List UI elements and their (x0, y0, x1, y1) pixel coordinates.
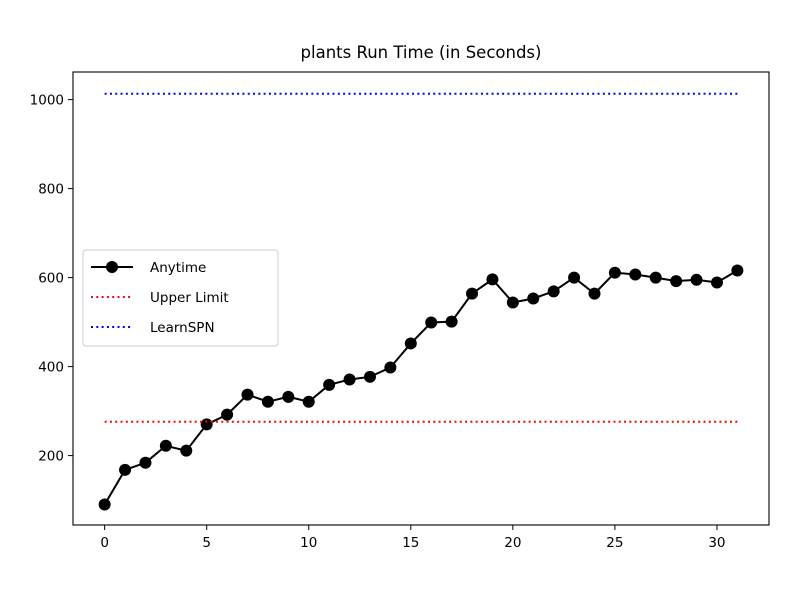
data-point (221, 408, 234, 421)
data-point (139, 456, 152, 469)
legend-box (82, 249, 279, 347)
chart-title: plants Run Time (in Seconds) (301, 43, 542, 62)
y-tick-label: 200 (38, 449, 64, 465)
legend-label: LearnSPN (150, 320, 215, 336)
y-tick-label: 800 (38, 182, 64, 198)
data-point (159, 439, 172, 452)
legend-label: Anytime (150, 260, 206, 276)
y-tick-label: 400 (38, 360, 64, 376)
data-point (690, 273, 703, 286)
data-point (384, 361, 397, 374)
data-point (731, 264, 744, 277)
data-point (506, 296, 519, 309)
y-axis: 200 400 600 800 1000 (30, 93, 73, 465)
data-point (649, 271, 662, 284)
x-tick-label: 25 (606, 535, 623, 551)
x-tick-label: 0 (100, 535, 109, 551)
series-layer (98, 92, 744, 511)
data-point (241, 388, 254, 401)
data-point (588, 287, 601, 300)
x-axis: 0 5 10 15 20 25 30 (100, 525, 726, 551)
legend: Anytime Upper Limit LearnSPN (82, 249, 279, 347)
data-point (282, 390, 295, 403)
y-tick-label: 600 (38, 271, 64, 287)
data-point (98, 498, 111, 511)
data-point (608, 266, 621, 279)
data-point (466, 287, 479, 300)
data-point (180, 444, 193, 457)
y-tick-label: 1000 (30, 93, 64, 109)
data-point (119, 463, 132, 476)
data-point (486, 273, 499, 286)
data-point (363, 370, 376, 383)
data-point (670, 275, 683, 288)
data-point (710, 276, 723, 289)
legend-label: Upper Limit (150, 290, 229, 306)
x-tick-label: 30 (708, 535, 725, 551)
x-tick-label: 10 (300, 535, 317, 551)
data-point (629, 268, 642, 281)
data-point (261, 395, 274, 408)
data-point (404, 337, 417, 350)
data-point (445, 315, 458, 328)
data-point (547, 285, 560, 298)
data-point (527, 292, 540, 305)
data-point (568, 271, 581, 284)
x-tick-label: 15 (402, 535, 419, 551)
x-tick-label: 5 (202, 535, 211, 551)
data-point (425, 316, 438, 329)
data-point (323, 378, 336, 391)
data-point (302, 395, 315, 408)
data-point (200, 418, 213, 431)
legend-marker (106, 261, 118, 273)
data-point (343, 373, 356, 386)
x-tick-label: 20 (504, 535, 521, 551)
